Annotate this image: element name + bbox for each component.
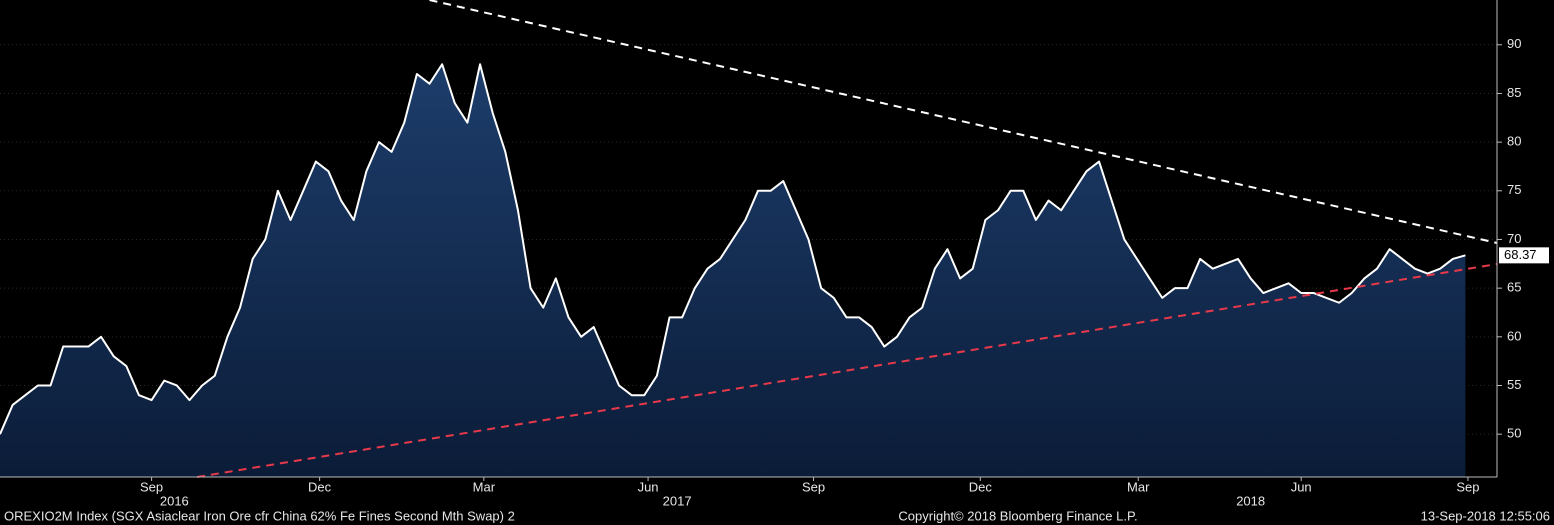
year-label: 2017	[663, 493, 692, 508]
last-value-label: 68.37	[1504, 247, 1537, 262]
x-tick-label: Jun	[1291, 479, 1312, 494]
area	[0, 64, 1466, 478]
last-value-box	[1499, 247, 1549, 264]
x-tick-label: Sep	[1456, 479, 1479, 494]
y-tick-label: 85	[1507, 85, 1521, 100]
y-tick-label: 80	[1507, 134, 1521, 149]
x-tick-label: Sep	[802, 479, 825, 494]
x-tick-label: Jun	[638, 479, 659, 494]
y-tick-label: 70	[1507, 231, 1521, 246]
year-label: 2016	[160, 493, 189, 508]
x-tick-label: Mar	[1127, 479, 1150, 494]
x-tick-label: Mar	[473, 479, 496, 494]
y-tick-label: 60	[1507, 328, 1521, 343]
trend-line	[196, 263, 1498, 478]
y-tick-label: 75	[1507, 182, 1521, 197]
y-tick-label: 50	[1507, 426, 1521, 441]
line	[0, 63, 1466, 435]
year-label: 2018	[1236, 493, 1265, 508]
y-tick-label: 65	[1507, 280, 1521, 295]
x-tick-label: Dec	[308, 479, 332, 494]
footer-title: OREXIO2M Index (SGX Asiaclear Iron Ore c…	[4, 508, 515, 523]
y-tick-label: 55	[1507, 377, 1521, 392]
x-tick-label: Sep	[140, 479, 163, 494]
timestamp: 13-Sep-2018 12:55:06	[1421, 508, 1550, 523]
x-tick-label: Dec	[969, 479, 993, 494]
y-tick-label: 90	[1507, 36, 1521, 51]
trend-line	[429, 0, 1498, 244]
copyright: Copyright© 2018 Bloomberg Finance L.P.	[898, 508, 1137, 523]
